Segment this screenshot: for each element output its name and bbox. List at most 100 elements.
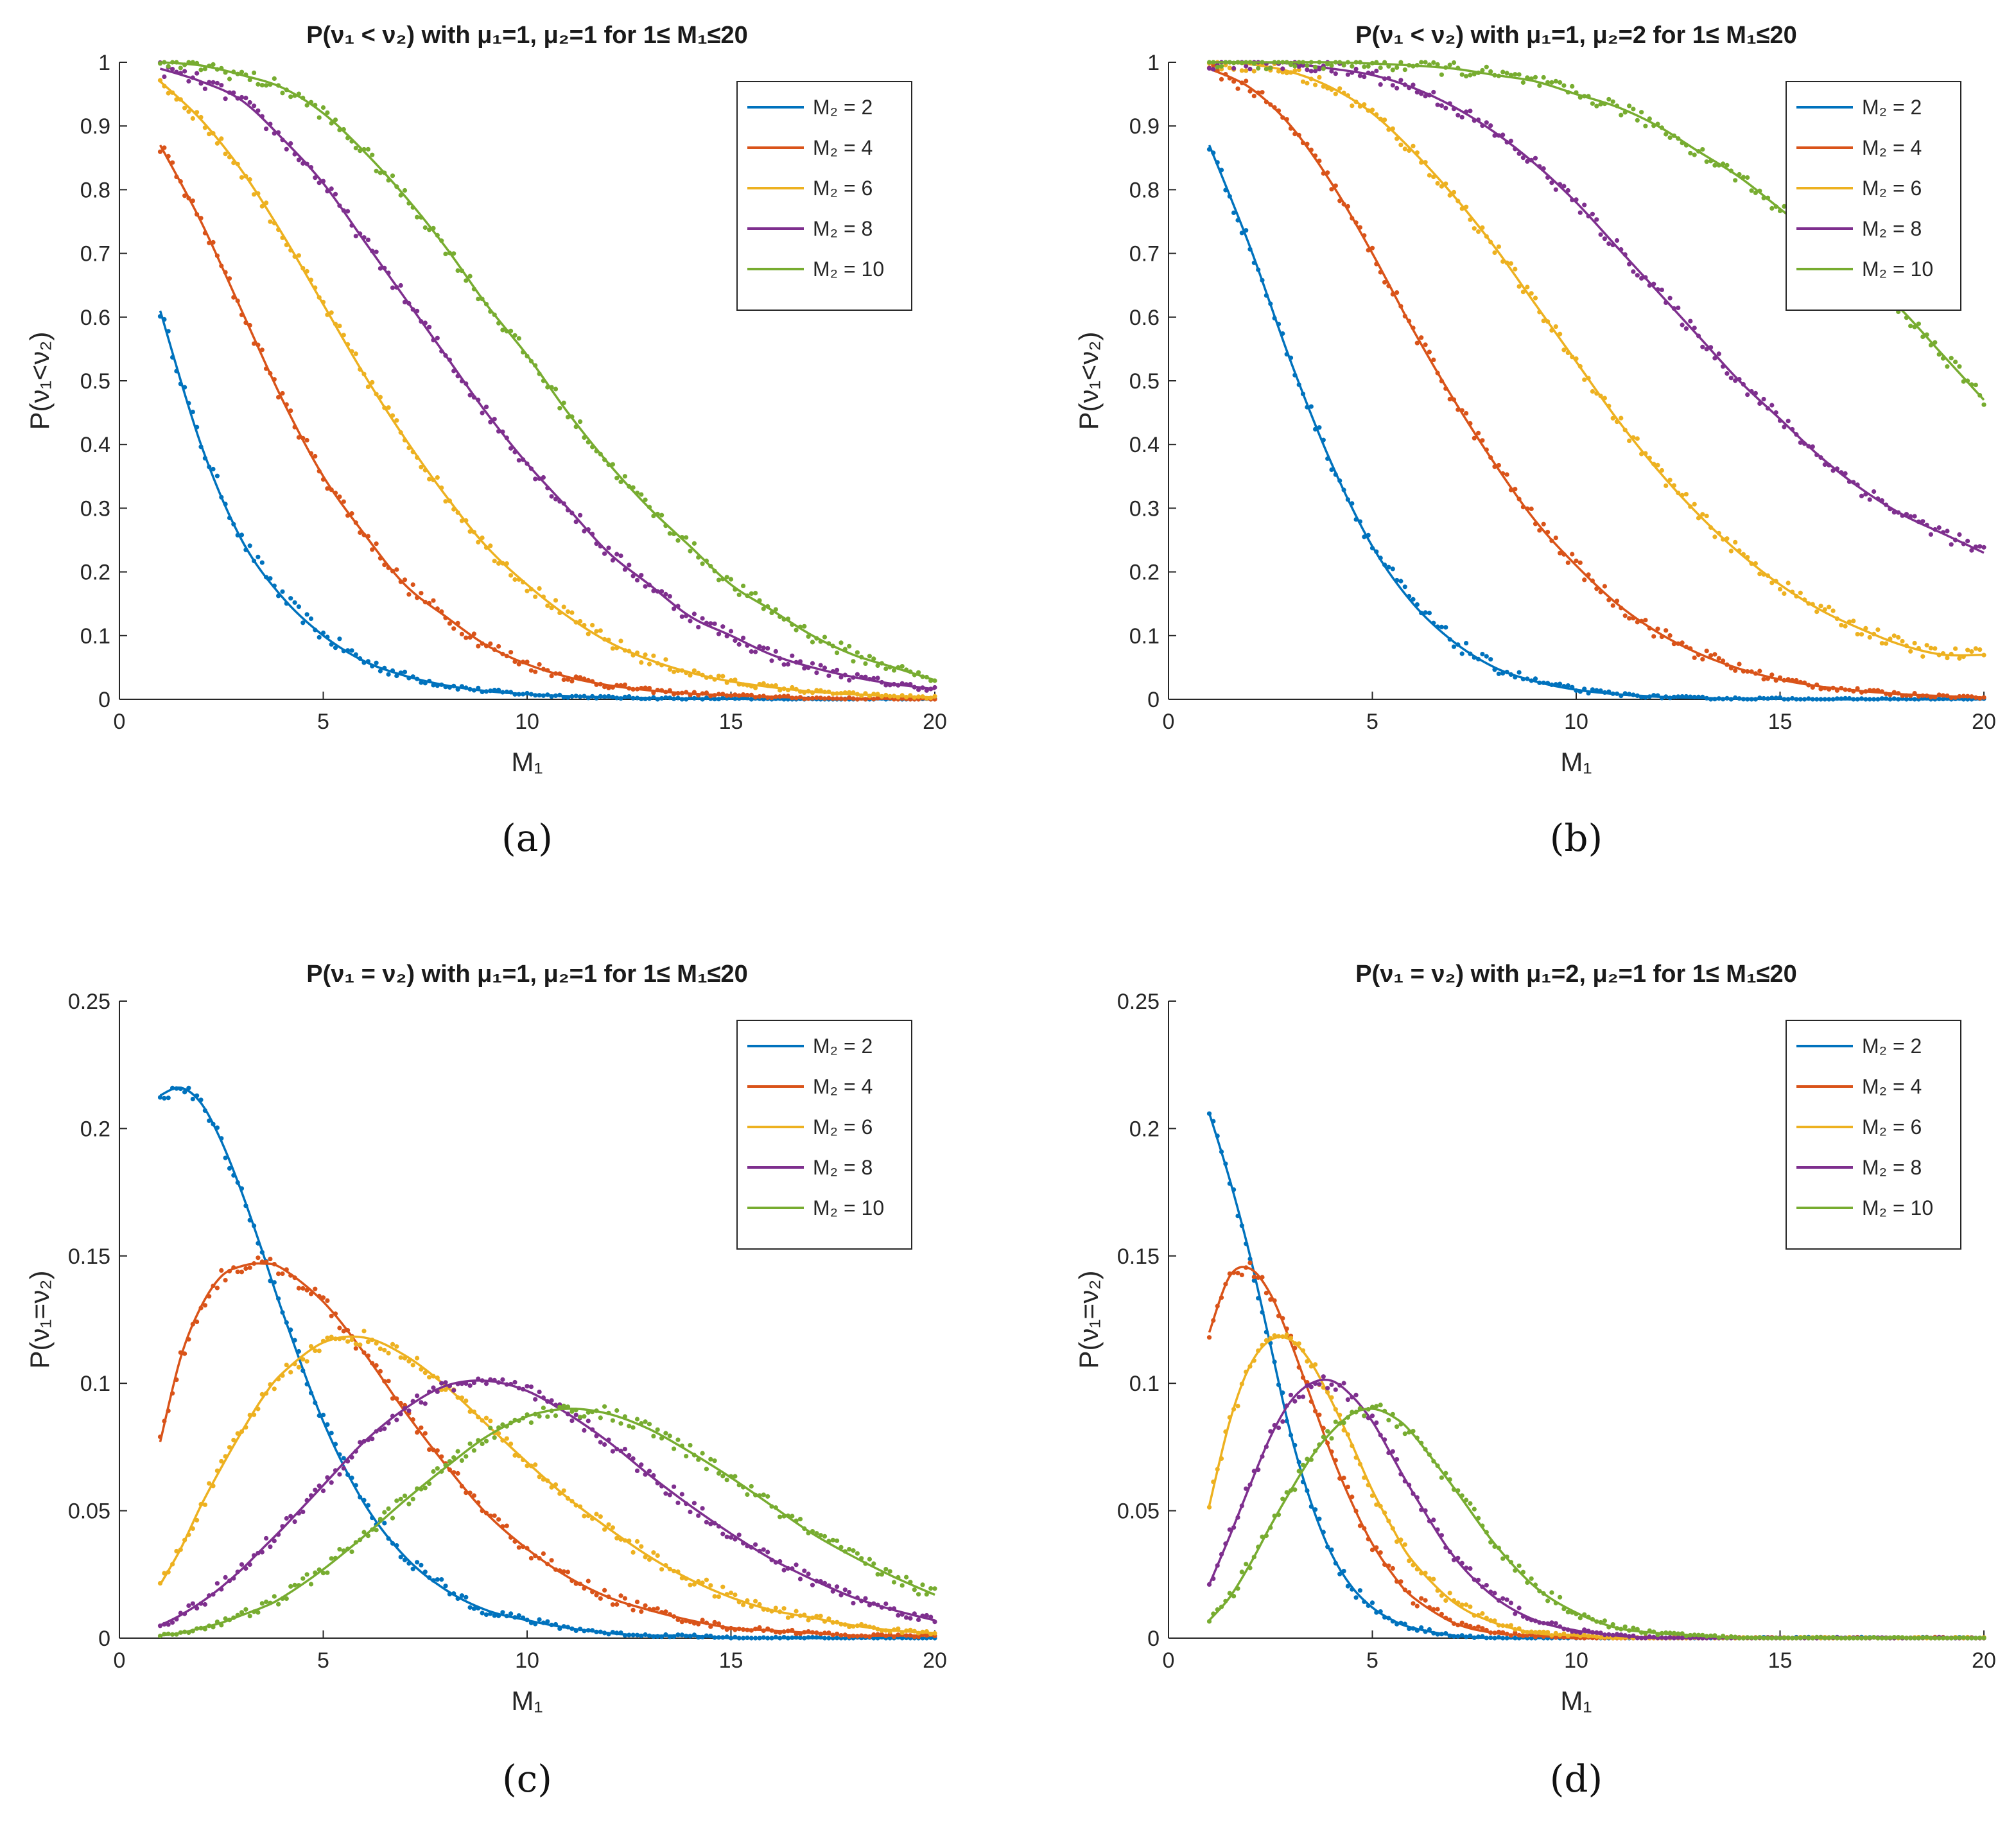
data-point: [483, 1612, 489, 1618]
data-point: [835, 667, 840, 672]
data-point: [1484, 120, 1489, 125]
data-point: [1374, 1404, 1379, 1409]
y-tick-label: 0.15: [1117, 1244, 1160, 1269]
data-point: [533, 1397, 538, 1402]
data-point: [679, 1492, 684, 1497]
data-point: [471, 631, 477, 636]
data-point: [1423, 610, 1428, 615]
y-tick-label: 0.6: [1129, 306, 1160, 330]
data-point: [345, 1339, 351, 1344]
data-point: [1570, 83, 1575, 89]
data-point: [643, 584, 648, 589]
data-point: [443, 251, 448, 256]
data-point: [1362, 1413, 1367, 1419]
data-point: [765, 646, 770, 651]
data-point: [1582, 202, 1587, 207]
data-point: [1447, 397, 1452, 402]
data-point: [1468, 109, 1473, 114]
data-point: [663, 1491, 668, 1496]
data-point: [1516, 284, 1522, 289]
data-point: [1704, 649, 1709, 654]
data-point: [1244, 64, 1249, 69]
data-point: [684, 535, 689, 540]
y-tick-label: 0.15: [68, 1244, 110, 1269]
data-point: [622, 1447, 628, 1452]
legend-box: [736, 1020, 912, 1250]
data-point: [1239, 68, 1244, 73]
x-tick-label: 20: [923, 710, 947, 734]
data-point: [1435, 180, 1440, 186]
data-point: [247, 77, 252, 82]
y-tick-label: 0.4: [1129, 433, 1160, 457]
data-point: [1350, 64, 1355, 69]
data-point: [415, 1393, 420, 1399]
data-point: [1464, 74, 1469, 79]
data-point: [761, 1492, 766, 1498]
data-point: [1419, 335, 1424, 340]
data-point: [712, 1594, 717, 1599]
data-point: [802, 1568, 807, 1573]
data-point: [1553, 1621, 1558, 1626]
data-point: [1565, 560, 1570, 565]
data-point: [932, 1586, 937, 1591]
data-point: [1321, 66, 1326, 71]
data-point: [459, 631, 465, 637]
data-point: [1977, 647, 1983, 652]
data-point: [439, 1577, 444, 1582]
data-point: [308, 1344, 314, 1349]
y-tick-label: 0.8: [80, 178, 110, 202]
data-point: [610, 1449, 616, 1454]
y-tick-label: 0.1: [1129, 624, 1160, 649]
data-point: [672, 1484, 677, 1489]
data-point: [667, 531, 672, 536]
data-point: [1891, 633, 1897, 638]
data-point: [467, 1605, 473, 1610]
data-point: [1276, 1425, 1282, 1431]
legend-entry: M₂ = 10: [813, 1196, 884, 1219]
data-point: [1411, 1601, 1416, 1606]
data-point: [1345, 1397, 1350, 1402]
data-point: [610, 1602, 616, 1607]
data-point: [565, 609, 571, 615]
data-point: [374, 249, 379, 254]
data-point: [651, 1550, 656, 1555]
data-point: [157, 1095, 163, 1100]
data-point: [1786, 581, 1791, 586]
data-point: [708, 1521, 713, 1526]
data-point: [512, 1379, 517, 1385]
data-point: [320, 1571, 326, 1576]
data-point: [716, 577, 722, 582]
data-point: [1443, 105, 1448, 110]
data-point: [1305, 80, 1310, 86]
data-point: [1558, 681, 1563, 686]
data-point: [500, 1377, 505, 1382]
series-2: [157, 78, 937, 701]
data-point: [337, 1325, 342, 1331]
data-point: [1577, 1616, 1583, 1621]
data-point: [1520, 155, 1525, 161]
data-point: [565, 1569, 571, 1575]
data-point: [533, 476, 538, 482]
chart-panel-d: 0 5 10 15 20 0 0.05 0.1 0.15 0.2 0.25 P(ν₁ = ν₂) wi…: [1073, 961, 1996, 1801]
data-point: [239, 69, 245, 74]
data-point: [382, 1510, 387, 1515]
data-point: [573, 520, 578, 525]
data-point: [753, 1598, 758, 1603]
data-point: [296, 157, 301, 162]
data-point: [419, 1400, 424, 1405]
data-point: [186, 1603, 191, 1608]
data-point: [483, 1415, 489, 1420]
data-point: [288, 1584, 293, 1589]
data-point: [528, 1420, 534, 1425]
data-point: [451, 626, 456, 631]
data-point: [1590, 101, 1595, 106]
data-point: [415, 214, 420, 220]
data-point: [1256, 65, 1261, 71]
y-axis-label: P(ν₁=ν₂): [1073, 1271, 1104, 1369]
data-point: [1244, 1562, 1249, 1567]
data-point: [610, 1525, 616, 1530]
data-point: [1908, 324, 1913, 329]
data-point: [1659, 467, 1664, 473]
data-point: [1374, 68, 1379, 74]
